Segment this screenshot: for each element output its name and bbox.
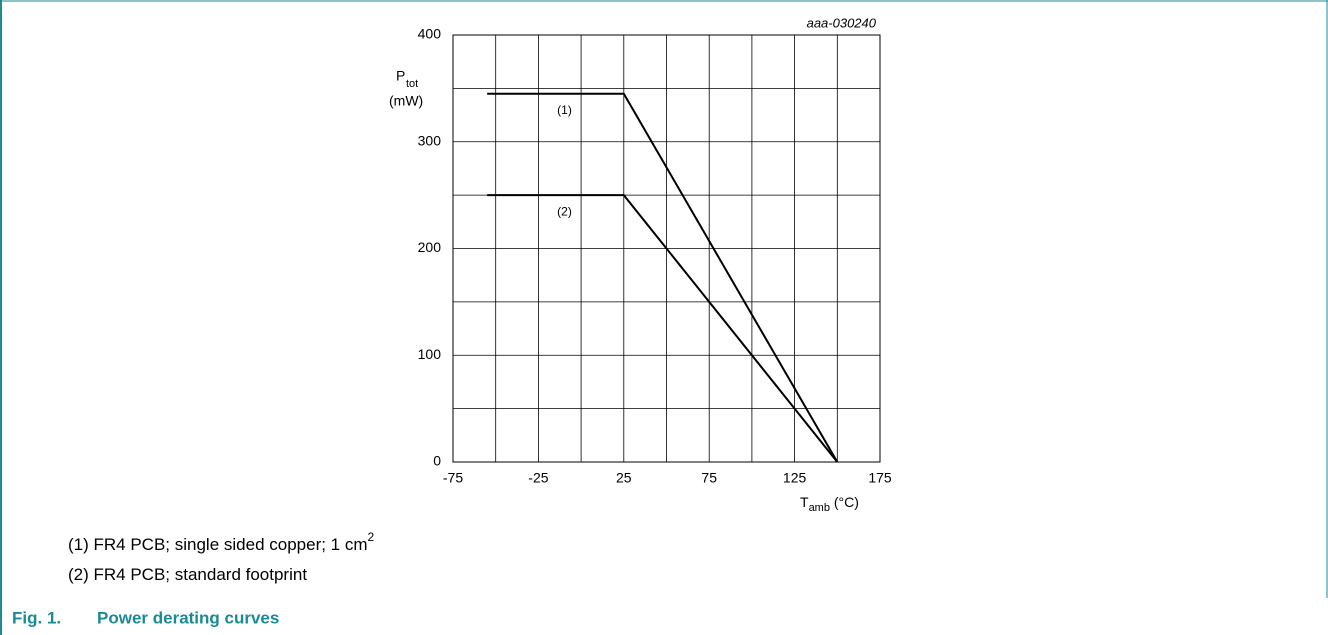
figure-title: Power derating curves: [97, 608, 279, 627]
note: (1) FR4 PCB; single sided copper; 1 cm2: [68, 530, 375, 554]
note-text: (1) FR4 PCB; single sided copper; 1 cm: [68, 535, 368, 554]
x-tick-label: 75: [701, 470, 717, 486]
x-tick-label: 25: [616, 470, 632, 486]
x-label-main: T: [800, 494, 809, 510]
x-label-sub: amb: [809, 502, 830, 514]
y-label-sub: tot: [406, 78, 418, 90]
x-tick-label: -25: [528, 470, 548, 486]
x-label-unit: (°C): [830, 494, 859, 510]
y-tick-label: 400: [418, 26, 442, 42]
series-line: [487, 92, 839, 463]
series-label: (2): [557, 204, 572, 218]
x-tick-label: -75: [443, 470, 463, 486]
x-label: Tamb (°C): [800, 494, 859, 514]
note: (2) FR4 PCB; standard footprint: [68, 565, 307, 584]
x-tick-label: 125: [783, 470, 807, 486]
y-tick-label: 100: [418, 346, 442, 362]
series-line: [487, 194, 839, 463]
annotation: aaa-030240: [807, 15, 877, 30]
y-tick-label: 300: [418, 132, 442, 148]
y-tick-label: 0: [433, 453, 441, 469]
note-text: (2) FR4 PCB; standard footprint: [68, 565, 307, 584]
y-tick-label: 200: [418, 239, 442, 255]
y-label-unit: (mW): [389, 93, 423, 109]
note-sup: 2: [368, 530, 375, 544]
figure-number: Fig. 1.: [12, 608, 61, 627]
y-label: P: [396, 68, 405, 84]
series-label: (1): [557, 103, 572, 117]
x-tick-label: 175: [868, 470, 892, 486]
